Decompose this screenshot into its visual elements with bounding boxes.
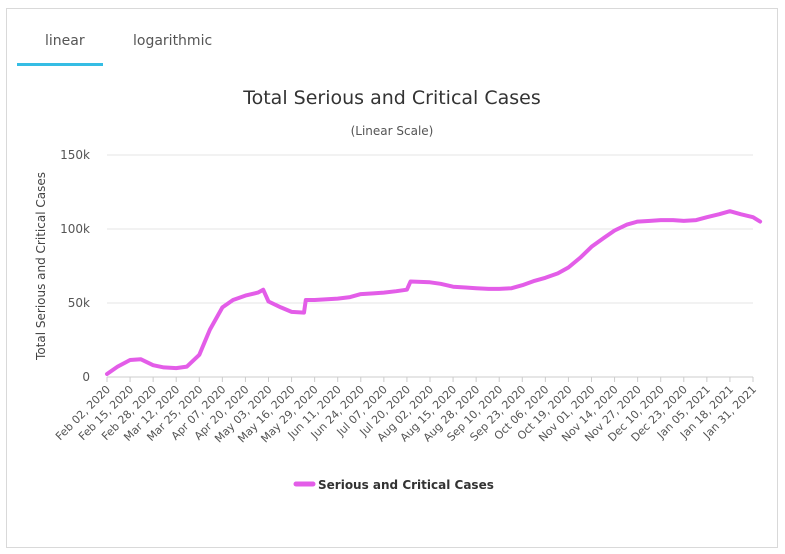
chart-title: Total Serious and Critical Cases xyxy=(242,87,541,109)
legend[interactable]: Serious and Critical Cases xyxy=(293,478,494,492)
active-tab-indicator xyxy=(17,63,103,66)
tab-logarithmic[interactable]: logarithmic xyxy=(133,33,213,49)
chart-subtitle: (Linear Scale) xyxy=(351,124,434,138)
legend-label: Serious and Critical Cases xyxy=(318,478,494,492)
series-line[interactable] xyxy=(105,209,763,376)
y-tick-label: 0 xyxy=(82,370,90,384)
y-axis-ticks: 0 50k 100k 150k xyxy=(60,148,90,384)
y-tick-label: 50k xyxy=(68,296,90,310)
y-axis-label: Total Serious and Critical Cases xyxy=(34,172,48,361)
y-tick-label: 100k xyxy=(60,222,90,236)
chart-panel: linear logarithmic xyxy=(6,8,778,548)
y-tick-label: 150k xyxy=(60,148,90,162)
tab-linear[interactable]: linear xyxy=(45,33,85,49)
series-group xyxy=(105,209,763,376)
